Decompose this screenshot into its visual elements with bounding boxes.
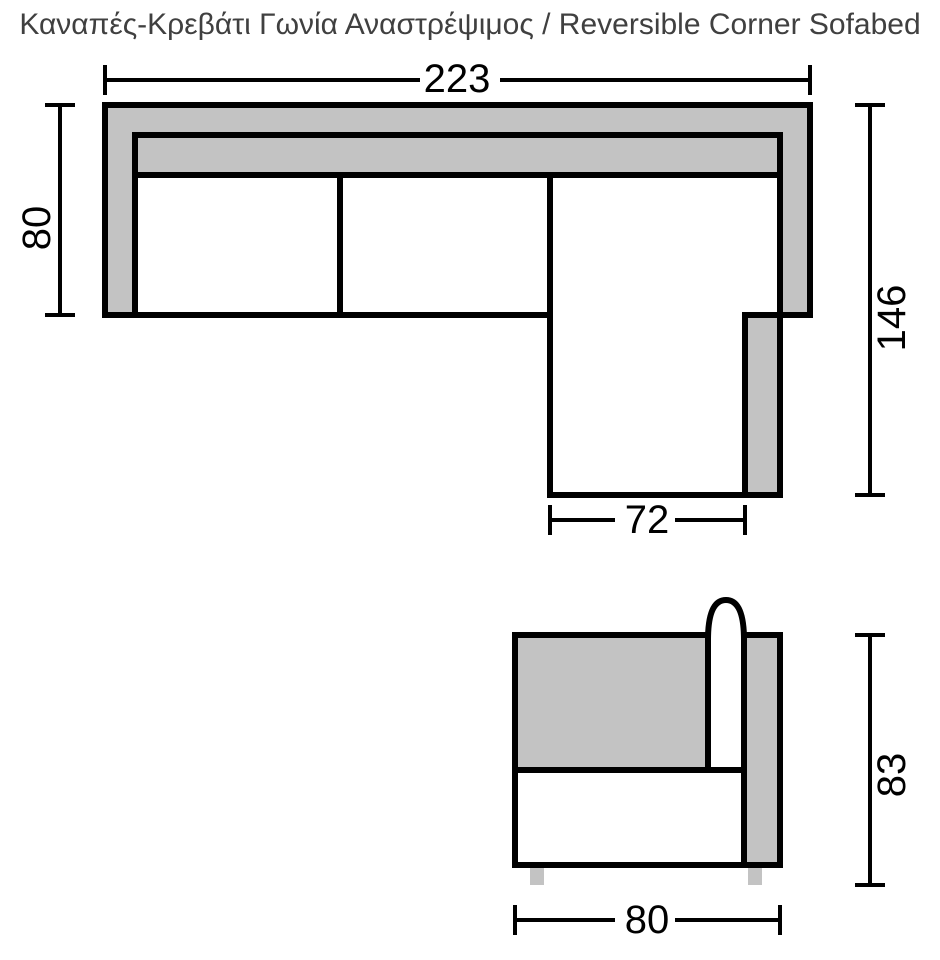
side-view bbox=[515, 600, 780, 885]
page-title: Καναπές-Κρεβάτι Γωνία Αναστρέψιμος / Rev… bbox=[0, 8, 940, 42]
dim-80-depth: 80 bbox=[15, 105, 75, 315]
backrest-strip bbox=[135, 135, 780, 175]
dim-146: 146 bbox=[855, 105, 914, 495]
side-back-cushion bbox=[708, 600, 744, 770]
dim-83-label: 83 bbox=[870, 753, 914, 798]
dim-80-side-label: 80 bbox=[625, 898, 670, 942]
dim-72: 72 bbox=[550, 498, 745, 542]
dim-146-label: 146 bbox=[870, 285, 914, 352]
top-view bbox=[105, 105, 810, 495]
dim-80-side: 80 bbox=[515, 898, 780, 942]
title-text: Καναπές-Κρεβάτι Γωνία Αναστρέψιμος / Rev… bbox=[19, 8, 920, 41]
dim-80-depth-label: 80 bbox=[15, 206, 59, 251]
dim-223: 223 bbox=[105, 55, 810, 101]
diagram-canvas: 223 80 146 72 bbox=[0, 0, 940, 960]
dim-72-label: 72 bbox=[625, 498, 670, 542]
chaise-seat bbox=[550, 315, 745, 495]
dim-83: 83 bbox=[855, 635, 914, 885]
dim-223-label: 223 bbox=[424, 57, 491, 101]
